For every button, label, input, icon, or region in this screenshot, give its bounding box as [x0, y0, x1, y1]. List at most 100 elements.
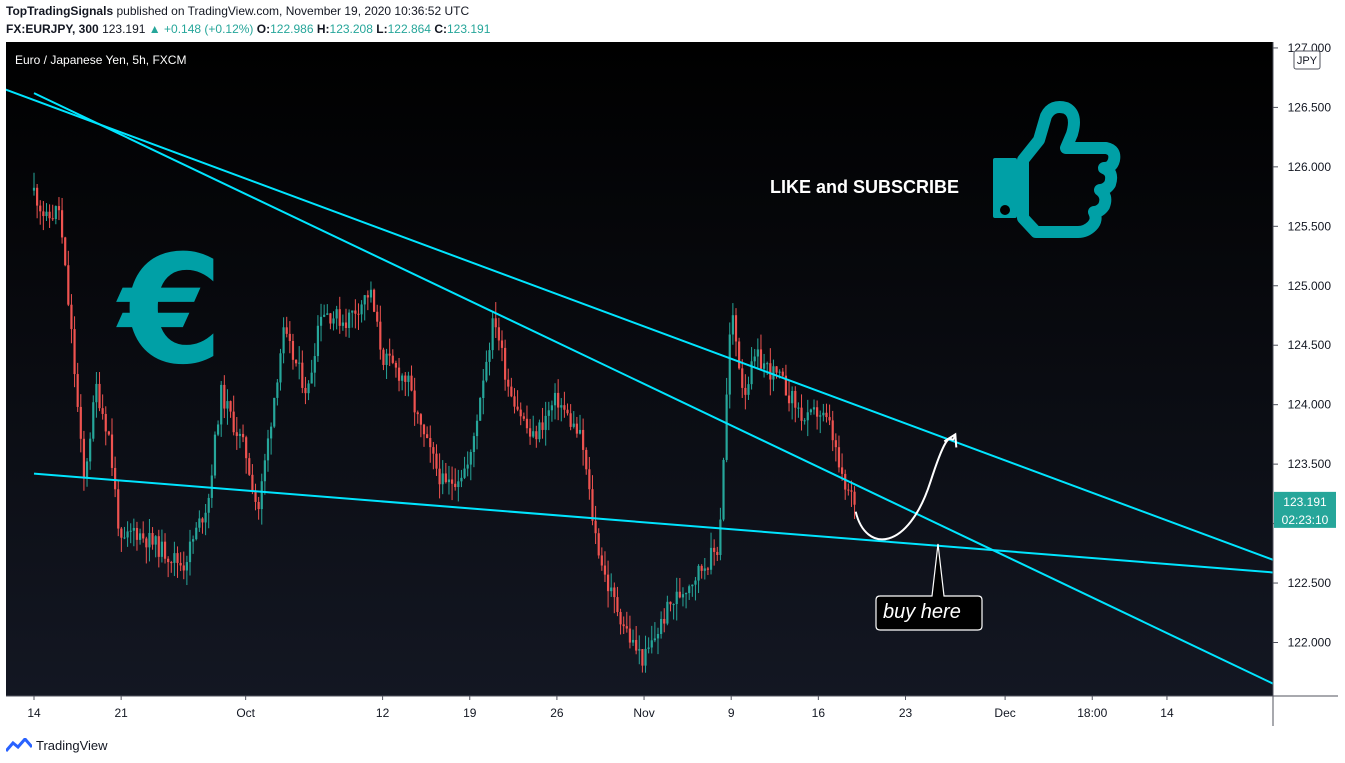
last-price-tag: 123.191 02:23:10 — [1274, 491, 1336, 528]
candle-body — [110, 434, 114, 468]
candle-body — [734, 315, 738, 342]
candle-body — [238, 433, 242, 436]
candle-body — [834, 440, 837, 448]
candle-body — [170, 562, 173, 564]
candle-body — [603, 565, 607, 575]
trendline[interactable] — [33, 92, 1304, 698]
candle-body — [653, 638, 656, 641]
candle-body — [463, 468, 466, 478]
candle-body — [557, 392, 560, 408]
chart-panel[interactable]: Euro / Japanese Yen, 5h, FXCM € LIKE and… — [6, 42, 1338, 726]
y-tick-label: 122.500 — [1288, 576, 1332, 590]
price-chart[interactable]: Euro / Japanese Yen, 5h, FXCM € LIKE and… — [6, 42, 1338, 726]
candle-body — [697, 565, 700, 581]
candle-body — [307, 383, 310, 394]
candle-body — [329, 313, 332, 324]
candle-body — [70, 304, 73, 330]
candle-body — [163, 541, 167, 559]
price-axis[interactable]: 122.000122.500123.000123.500124.000124.5… — [1272, 42, 1338, 696]
candle-body — [323, 314, 326, 317]
candle-body — [491, 318, 494, 351]
tradingview-brand[interactable]: TradingView — [36, 737, 108, 753]
candle-body — [778, 371, 781, 373]
like-subscribe-text: LIKE and SUBSCRIBE — [770, 177, 959, 197]
candle-body — [216, 424, 220, 435]
candle-body — [76, 374, 79, 407]
candle-body — [201, 518, 204, 523]
candle-body — [426, 434, 429, 439]
candle-body — [151, 533, 154, 545]
x-tick-label: 16 — [812, 706, 826, 720]
candle-body — [691, 584, 694, 587]
candle-body — [207, 497, 210, 513]
time-axis[interactable]: 14 21 Oct 12 19 26 Nov 9 16 23 Dec 18:00 14 — [6, 695, 1338, 726]
candle-body — [566, 409, 569, 414]
candle-body — [803, 420, 806, 422]
candle-body — [397, 367, 401, 381]
trendline[interactable] — [6, 42, 1316, 576]
candle-body — [142, 533, 145, 539]
candle-body — [700, 565, 703, 571]
candle-body — [650, 640, 653, 648]
candle-body — [472, 436, 476, 453]
candle-body — [376, 311, 379, 322]
candle-body — [32, 187, 36, 191]
candle-body — [469, 452, 472, 465]
x-tick-label: 23 — [899, 706, 913, 720]
candle-body — [354, 310, 357, 314]
candle-body — [67, 265, 70, 305]
candle-body — [457, 481, 460, 488]
candle-body — [663, 618, 666, 624]
candle-body — [725, 394, 728, 460]
candle-body — [82, 438, 86, 479]
candle-body — [351, 310, 354, 313]
candle-body — [837, 447, 841, 468]
candle-body — [85, 461, 89, 479]
candle-body — [766, 363, 769, 365]
candle-body — [519, 409, 522, 417]
candle-body — [348, 312, 351, 328]
candle-body — [631, 639, 635, 643]
candle-body — [416, 412, 419, 415]
candle-body — [210, 475, 213, 498]
candle-body — [57, 206, 61, 211]
candle-body — [516, 406, 519, 410]
candle-body — [310, 372, 313, 384]
trendline[interactable] — [33, 472, 1316, 576]
candle-body — [541, 422, 544, 430]
candle-body — [613, 587, 616, 598]
candle-body — [753, 356, 756, 362]
candle-body — [135, 527, 139, 540]
author-name[interactable]: TopTradingSignals — [6, 4, 114, 18]
candle-body — [363, 295, 366, 305]
candle-body — [847, 489, 850, 491]
candle-body — [117, 489, 120, 529]
x-tick-label: 12 — [376, 706, 390, 720]
candle-body — [535, 431, 538, 440]
candle-body — [282, 327, 285, 354]
candle-body — [504, 347, 507, 380]
candle-body — [357, 313, 360, 315]
candle-body — [794, 390, 797, 408]
candle-body — [728, 334, 731, 395]
candle-body — [488, 350, 491, 362]
candle-body — [494, 318, 497, 328]
footer: TradingView — [6, 735, 108, 755]
candle-body — [660, 618, 663, 634]
candle-body — [198, 518, 201, 528]
currency-badge[interactable]: JPY — [1293, 50, 1321, 70]
candle-body — [569, 413, 572, 427]
candle-body — [304, 387, 307, 394]
candle-body — [791, 390, 794, 404]
candle-body — [750, 361, 753, 385]
candle-body — [319, 316, 323, 326]
candle-body — [560, 405, 563, 408]
low-key: L: — [376, 22, 388, 36]
candle-body — [675, 591, 678, 605]
x-tick-label: 26 — [550, 706, 564, 720]
candle-body — [719, 519, 722, 555]
candle-body — [482, 380, 485, 399]
candle-body — [844, 473, 847, 490]
candle-body — [254, 492, 257, 502]
candle-body — [213, 434, 217, 476]
